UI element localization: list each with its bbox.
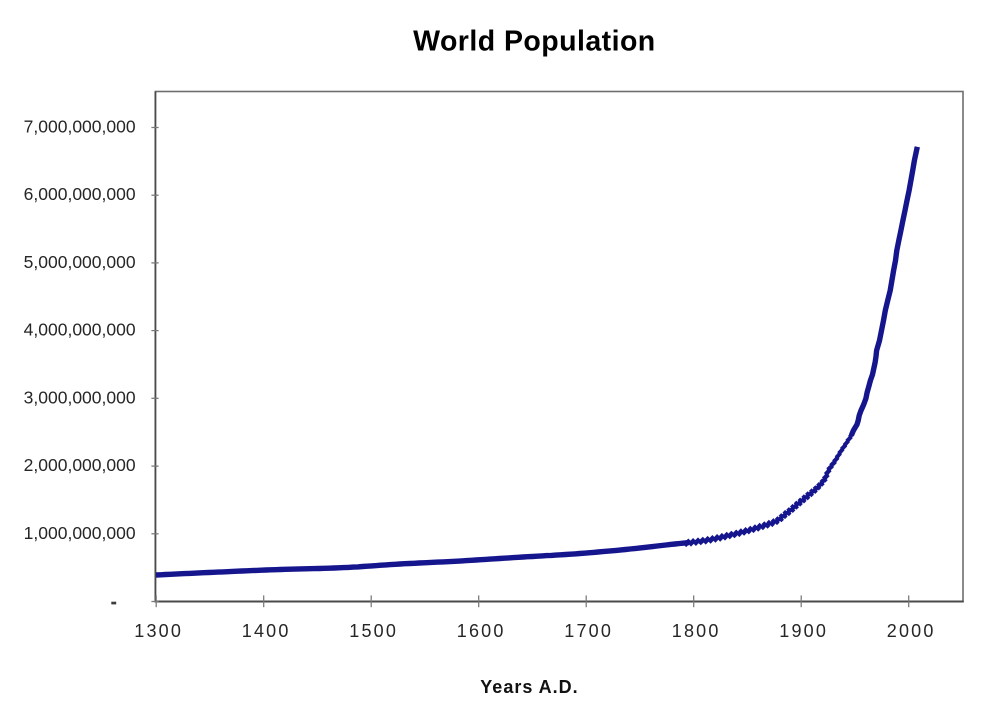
svg-text:3,000,000,000: 3,000,000,000	[24, 387, 136, 407]
svg-text:1400: 1400	[242, 621, 291, 641]
svg-text:1900: 1900	[779, 621, 828, 641]
svg-text:2,000,000,000: 2,000,000,000	[24, 455, 136, 475]
svg-text:6,000,000,000: 6,000,000,000	[24, 184, 136, 204]
svg-text:1700: 1700	[564, 621, 613, 641]
svg-text:1500: 1500	[349, 621, 398, 641]
svg-text:Years A.D.: Years A.D.	[480, 677, 578, 697]
svg-text:1600: 1600	[457, 621, 506, 641]
svg-text:7,000,000,000: 7,000,000,000	[24, 117, 136, 137]
svg-text:1,000,000,000: 1,000,000,000	[24, 523, 136, 543]
svg-text:World Population: World Population	[413, 26, 656, 58]
svg-text:2000: 2000	[887, 621, 936, 641]
svg-text:5,000,000,000: 5,000,000,000	[24, 252, 136, 272]
svg-text:1800: 1800	[672, 621, 721, 641]
svg-text:1300: 1300	[134, 621, 183, 641]
svg-text:4,000,000,000: 4,000,000,000	[24, 320, 136, 340]
